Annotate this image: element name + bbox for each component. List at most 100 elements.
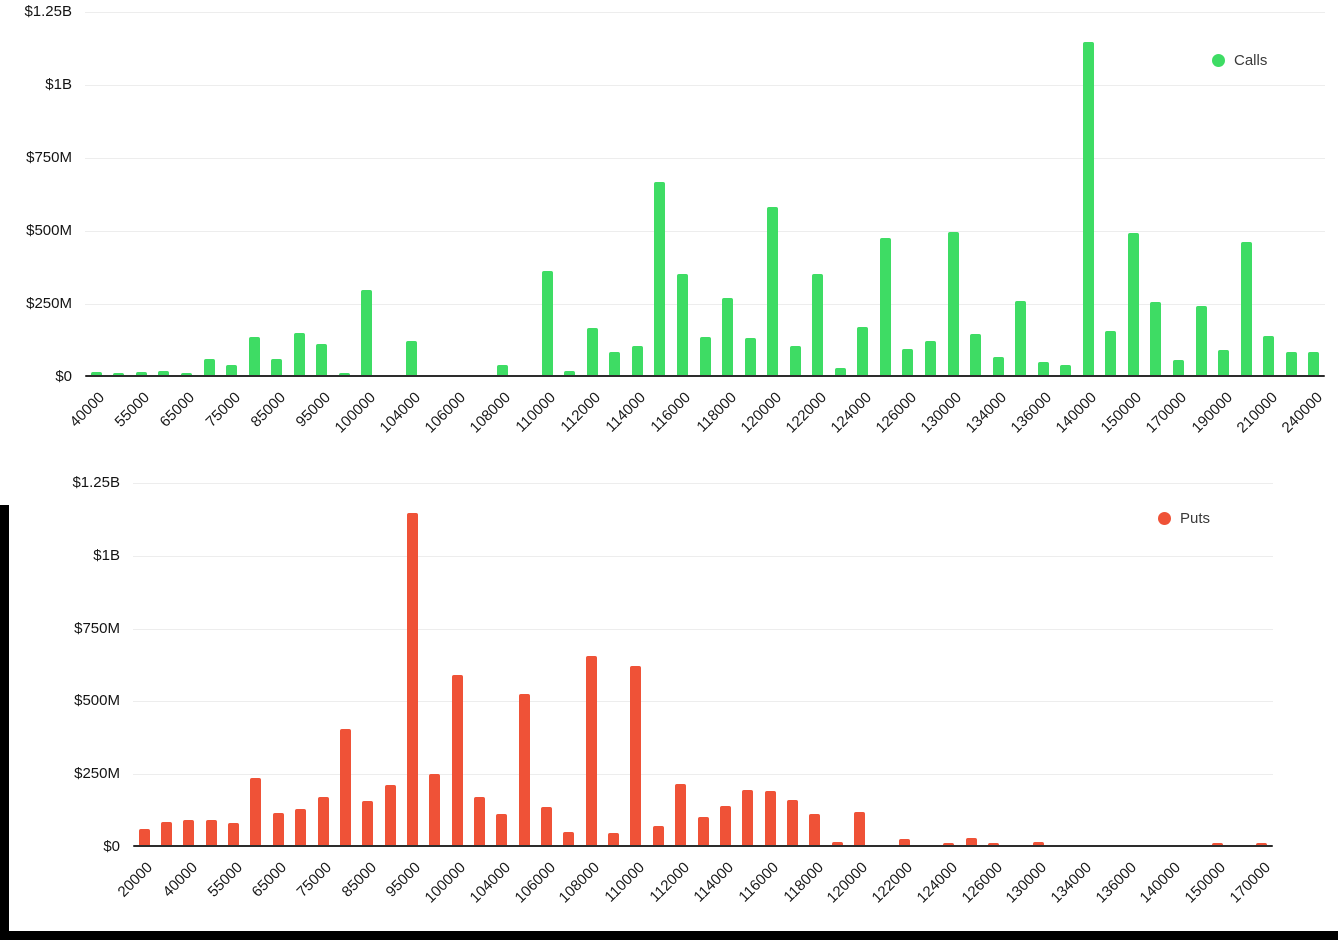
puts-bar[interactable] [608,833,620,845]
puts-bar[interactable] [250,778,262,845]
calls-bar[interactable] [699,337,711,375]
calls-bar[interactable] [857,327,869,375]
calls-bar[interactable] [293,333,305,375]
puts-bar[interactable] [831,842,843,845]
puts-bar[interactable] [317,797,329,845]
calls-bar[interactable] [789,346,801,375]
calls-bar[interactable] [970,334,982,375]
puts-bar[interactable] [630,666,642,845]
calls-bar[interactable] [180,373,192,375]
puts-bar[interactable] [853,812,865,845]
x-axis-tick-label: 65000 [156,389,199,431]
calls-bar[interactable] [1263,336,1275,375]
calls-bar[interactable] [496,365,508,375]
window-edge-bottom [0,931,1338,940]
puts-bar[interactable] [339,729,351,845]
calls-bar[interactable] [158,371,170,375]
puts-bar[interactable] [138,829,150,845]
puts-bar[interactable] [675,784,687,845]
calls-bar[interactable] [834,368,846,375]
calls-plot-area: $0 $250M $500M $750M $1B $1.25B 40000 55000 6500… [24,3,1325,436]
calls-bar[interactable] [1218,350,1230,375]
puts-bar[interactable] [228,823,240,845]
calls-bar[interactable] [1172,360,1184,375]
calls-bar[interactable] [226,365,238,375]
calls-bar[interactable] [203,359,215,375]
puts-bar[interactable] [585,656,597,845]
calls-bar[interactable] [338,373,350,375]
puts-bar[interactable] [652,826,664,845]
puts-bar[interactable] [742,790,754,845]
puts-bar[interactable] [541,807,553,845]
calls-bar[interactable] [248,337,260,375]
puts-bar[interactable] [429,774,441,845]
calls-bar[interactable] [564,371,576,375]
puts-bar[interactable] [272,813,284,845]
puts-bar[interactable] [518,694,530,845]
calls-bar[interactable] [744,338,756,375]
puts-bar[interactable] [183,820,195,845]
calls-bar[interactable] [924,341,936,375]
x-axis-tick-label: 110000 [601,859,648,906]
calls-bar[interactable] [406,341,418,375]
puts-bar[interactable] [1256,843,1268,845]
puts-bar[interactable] [943,843,955,845]
calls-bar[interactable] [1285,352,1297,375]
x-axis-tick-label: 120000 [824,859,872,907]
puts-chart: Puts $0 $250M $500M $750M $1B $1.25B 20000 4000… [0,470,1338,940]
calls-bar[interactable] [113,373,125,375]
puts-bar[interactable] [988,843,1000,845]
calls-bar[interactable] [361,290,373,375]
puts-bar[interactable] [1211,843,1223,845]
calls-bar[interactable] [947,232,959,375]
calls-bar[interactable] [1082,42,1094,375]
puts-bar[interactable] [496,814,508,845]
calls-bar[interactable] [316,344,328,375]
x-axis-tick-label: 65000 [248,859,291,901]
calls-bar[interactable] [1308,352,1320,375]
calls-bar[interactable] [676,274,688,375]
calls-bar[interactable] [90,372,102,375]
y-axis-tick-label: $0 [103,838,120,855]
puts-bar[interactable] [697,817,709,845]
calls-bar[interactable] [1105,331,1117,375]
calls-bar[interactable] [654,182,666,375]
puts-bar[interactable] [764,791,776,845]
puts-bar[interactable] [451,675,463,845]
puts-bar[interactable] [362,801,374,845]
puts-bar[interactable] [406,513,418,845]
x-axis-tick-label: 116000 [647,389,695,436]
calls-bar[interactable] [271,359,283,375]
puts-bar[interactable] [563,832,575,845]
puts-bar[interactable] [1032,842,1044,845]
calls-bar[interactable] [631,346,643,375]
calls-bar[interactable] [1240,242,1252,375]
calls-bar[interactable] [541,271,553,375]
puts-bar[interactable] [786,800,798,845]
calls-bar[interactable] [992,357,1004,375]
puts-bar[interactable] [898,839,910,845]
puts-bar[interactable] [473,797,485,845]
puts-bar[interactable] [295,809,307,845]
puts-bar[interactable] [161,822,173,845]
calls-bar[interactable] [586,328,598,375]
calls-bar[interactable] [1195,306,1207,375]
calls-bar[interactable] [1015,301,1027,375]
calls-bar[interactable] [135,372,147,375]
calls-bar[interactable] [1150,302,1162,375]
puts-bar[interactable] [809,814,821,845]
calls-bar[interactable] [767,207,779,375]
calls-bar[interactable] [902,349,914,375]
calls-bar[interactable] [609,352,621,375]
calls-bar[interactable] [722,298,734,375]
puts-bar[interactable] [965,838,977,845]
puts-bar[interactable] [719,806,731,845]
puts-bar[interactable] [384,785,396,845]
calls-bar[interactable] [1060,365,1072,375]
calls-bar[interactable] [1127,233,1139,375]
calls-bar[interactable] [812,274,824,375]
calls-bar[interactable] [1037,362,1049,375]
calls-bar[interactable] [879,238,891,375]
puts-bar[interactable] [205,820,217,845]
